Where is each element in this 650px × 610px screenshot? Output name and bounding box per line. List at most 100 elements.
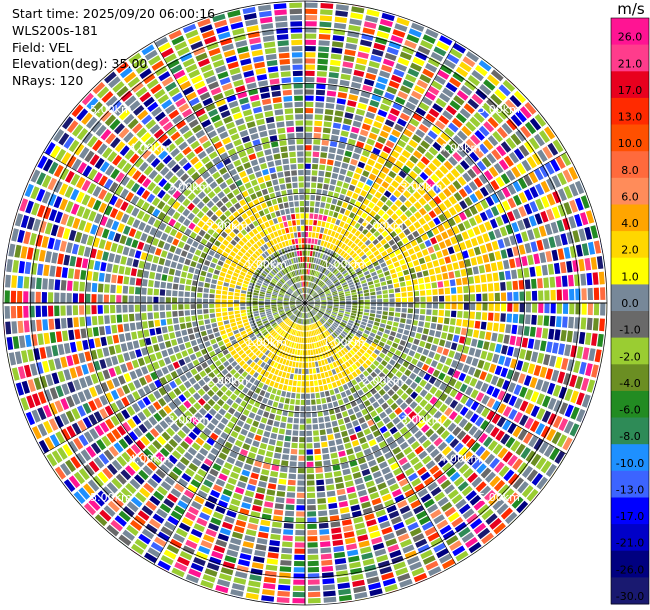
velocity-gate	[256, 454, 264, 462]
velocity-gate	[354, 477, 364, 485]
velocity-gate	[287, 334, 291, 340]
velocity-gate	[295, 336, 298, 343]
velocity-gate	[271, 298, 277, 300]
velocity-gate	[504, 357, 512, 367]
velocity-gate	[281, 547, 293, 554]
velocity-gate	[458, 503, 471, 515]
velocity-gate	[312, 283, 316, 289]
velocity-gate	[355, 361, 361, 368]
velocity-gate	[374, 476, 385, 485]
velocity-gate	[290, 399, 295, 405]
velocity-gate	[83, 464, 95, 477]
velocity-gate	[335, 360, 341, 366]
velocity-gate	[204, 319, 211, 325]
velocity-gate	[207, 398, 216, 407]
velocity-gate	[339, 308, 345, 311]
velocity-gate	[204, 413, 213, 421]
velocity-gate	[562, 289, 569, 301]
velocity-gate	[188, 462, 199, 472]
velocity-gate	[364, 413, 372, 421]
velocity-gate	[355, 411, 363, 419]
velocity-gate	[285, 429, 292, 436]
velocity-gate	[481, 532, 494, 545]
velocity-gate	[421, 334, 428, 341]
velocity-gate	[392, 29, 406, 38]
velocity-gate	[142, 408, 152, 418]
velocity-gate	[319, 253, 324, 259]
velocity-gate	[323, 460, 331, 466]
velocity-gate	[427, 246, 435, 254]
velocity-gate	[132, 259, 139, 268]
velocity-gate	[588, 348, 596, 362]
velocity-gate	[251, 505, 262, 512]
velocity-gate	[346, 247, 352, 254]
velocity-gate	[322, 317, 327, 322]
velocity-gate	[352, 297, 358, 300]
velocity-gate	[341, 462, 350, 470]
velocity-gate	[159, 503, 172, 514]
velocity-gate	[72, 353, 80, 365]
velocity-gate	[551, 206, 561, 219]
velocity-gate	[101, 435, 112, 447]
velocity-gate	[325, 102, 335, 109]
velocity-gate	[323, 209, 329, 216]
velocity-gate	[286, 311, 292, 315]
velocity-gate	[390, 204, 399, 212]
velocity-gate	[371, 328, 378, 334]
velocity-gate	[494, 292, 500, 301]
velocity-gate	[319, 208, 324, 214]
velocity-gate	[338, 174, 345, 181]
velocity-gate	[243, 423, 251, 431]
velocity-gate	[479, 330, 486, 340]
velocity-gate	[231, 360, 238, 368]
velocity-gate	[468, 276, 475, 284]
velocity-gate	[26, 216, 35, 230]
velocity-gate	[488, 363, 497, 374]
velocity-gate	[398, 194, 407, 203]
velocity-gate	[327, 271, 332, 277]
velocity-gate	[358, 296, 364, 300]
velocity-gate	[316, 322, 320, 327]
velocity-gate	[129, 277, 136, 286]
velocity-gate	[314, 297, 320, 300]
velocity-gate	[445, 82, 458, 93]
velocity-gate	[112, 334, 120, 344]
velocity-gate	[153, 412, 163, 422]
velocity-gate	[410, 441, 420, 450]
velocity-gate	[171, 450, 182, 460]
velocity-gate	[296, 303, 302, 305]
velocity-gate	[192, 280, 198, 286]
velocity-gate	[224, 412, 232, 420]
velocity-gate	[306, 294, 309, 300]
velocity-gate	[419, 242, 426, 250]
velocity-gate	[373, 503, 384, 512]
velocity-gate	[365, 261, 372, 267]
velocity-gate	[174, 377, 183, 386]
velocity-gate	[187, 484, 198, 494]
velocity-gate	[342, 383, 349, 391]
velocity-gate	[372, 182, 380, 190]
velocity-gate	[438, 213, 447, 223]
velocity-gate	[291, 329, 295, 335]
velocity-gate	[430, 323, 437, 330]
velocity-gate	[561, 358, 569, 370]
velocity-gate	[339, 342, 345, 349]
velocity-gate	[369, 153, 378, 161]
velocity-gate	[222, 349, 229, 356]
velocity-gate	[531, 290, 538, 301]
velocity-gate	[246, 586, 260, 594]
velocity-gate	[415, 51, 428, 61]
velocity-gate	[398, 411, 407, 420]
velocity-gate	[449, 388, 458, 398]
velocity-gate	[328, 318, 334, 323]
velocity-gate	[77, 245, 85, 256]
velocity-gate	[295, 523, 305, 529]
velocity-gate	[432, 185, 441, 194]
velocity-gate	[356, 258, 362, 264]
velocity-gate	[319, 21, 332, 28]
velocity-gate	[439, 524, 452, 535]
velocity-gate	[339, 323, 345, 328]
velocity-gate	[337, 399, 344, 406]
velocity-gate	[112, 264, 119, 274]
velocity-gate	[322, 578, 335, 585]
